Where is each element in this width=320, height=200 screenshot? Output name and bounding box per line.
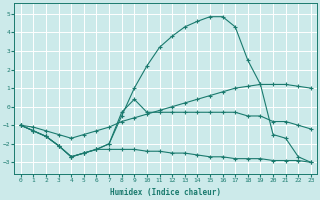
X-axis label: Humidex (Indice chaleur): Humidex (Indice chaleur)	[110, 188, 221, 197]
